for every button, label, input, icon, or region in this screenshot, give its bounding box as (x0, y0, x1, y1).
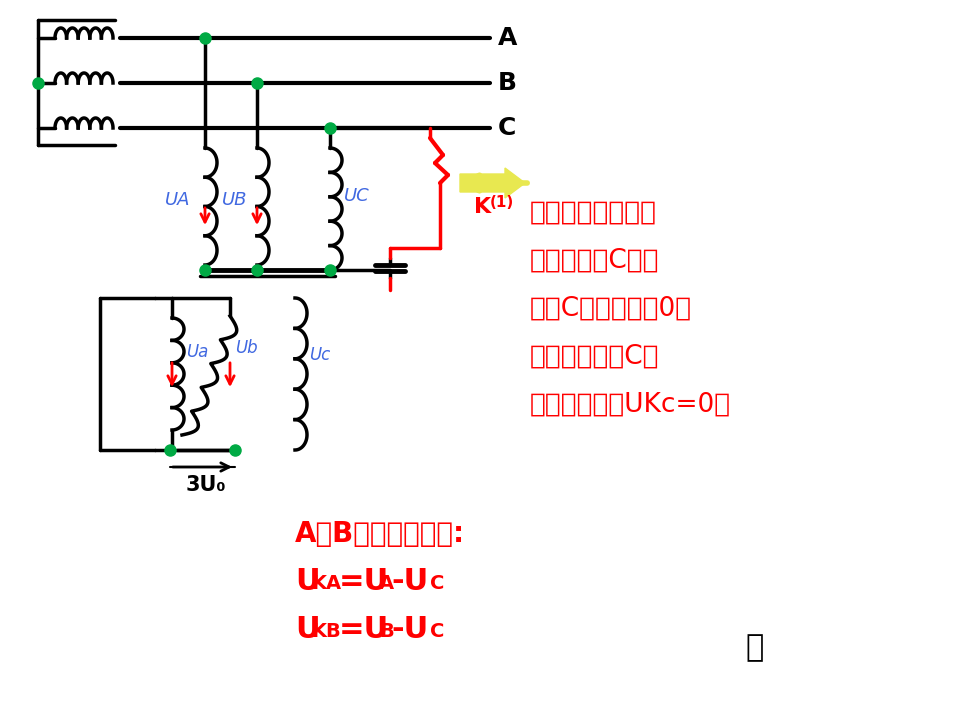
Text: 3U₀: 3U₀ (185, 475, 227, 495)
Text: KB: KB (311, 622, 341, 641)
Text: UB: UB (222, 191, 247, 209)
Text: Ua: Ua (186, 343, 208, 361)
Text: 地，C相电压降为0，: 地，C相电压降为0， (530, 296, 692, 322)
Text: U: U (295, 567, 320, 596)
Text: UC: UC (344, 187, 370, 205)
Text: A: A (498, 26, 517, 50)
Text: B: B (379, 622, 394, 641)
Text: (1): (1) (490, 194, 515, 210)
Text: K: K (474, 197, 492, 217)
Text: KA: KA (311, 574, 341, 593)
Text: Uc: Uc (309, 346, 330, 364)
Text: =U: =U (339, 615, 389, 644)
Text: -U: -U (391, 615, 428, 644)
Text: U: U (295, 615, 320, 644)
FancyArrow shape (460, 168, 525, 198)
Text: Ub: Ub (235, 339, 257, 357)
Text: B: B (498, 71, 517, 95)
Text: 🔈: 🔈 (746, 634, 764, 662)
Text: A、B相电压分别为:: A、B相电压分别为: (295, 520, 466, 548)
Text: -U: -U (391, 567, 428, 596)
Text: 电压互感器的C相: 电压互感器的C相 (530, 344, 660, 370)
Text: 无电流。即：UKc=0。: 无电流。即：UKc=0。 (530, 392, 732, 418)
Text: 当系统发生单相接: 当系统发生单相接 (530, 200, 657, 226)
Text: 地时，例如C相接: 地时，例如C相接 (530, 248, 660, 274)
Text: A: A (379, 574, 395, 593)
Text: C: C (498, 116, 516, 140)
Text: =U: =U (339, 567, 389, 596)
Text: UA: UA (164, 191, 190, 209)
Text: C: C (430, 622, 444, 641)
Text: C: C (430, 574, 444, 593)
